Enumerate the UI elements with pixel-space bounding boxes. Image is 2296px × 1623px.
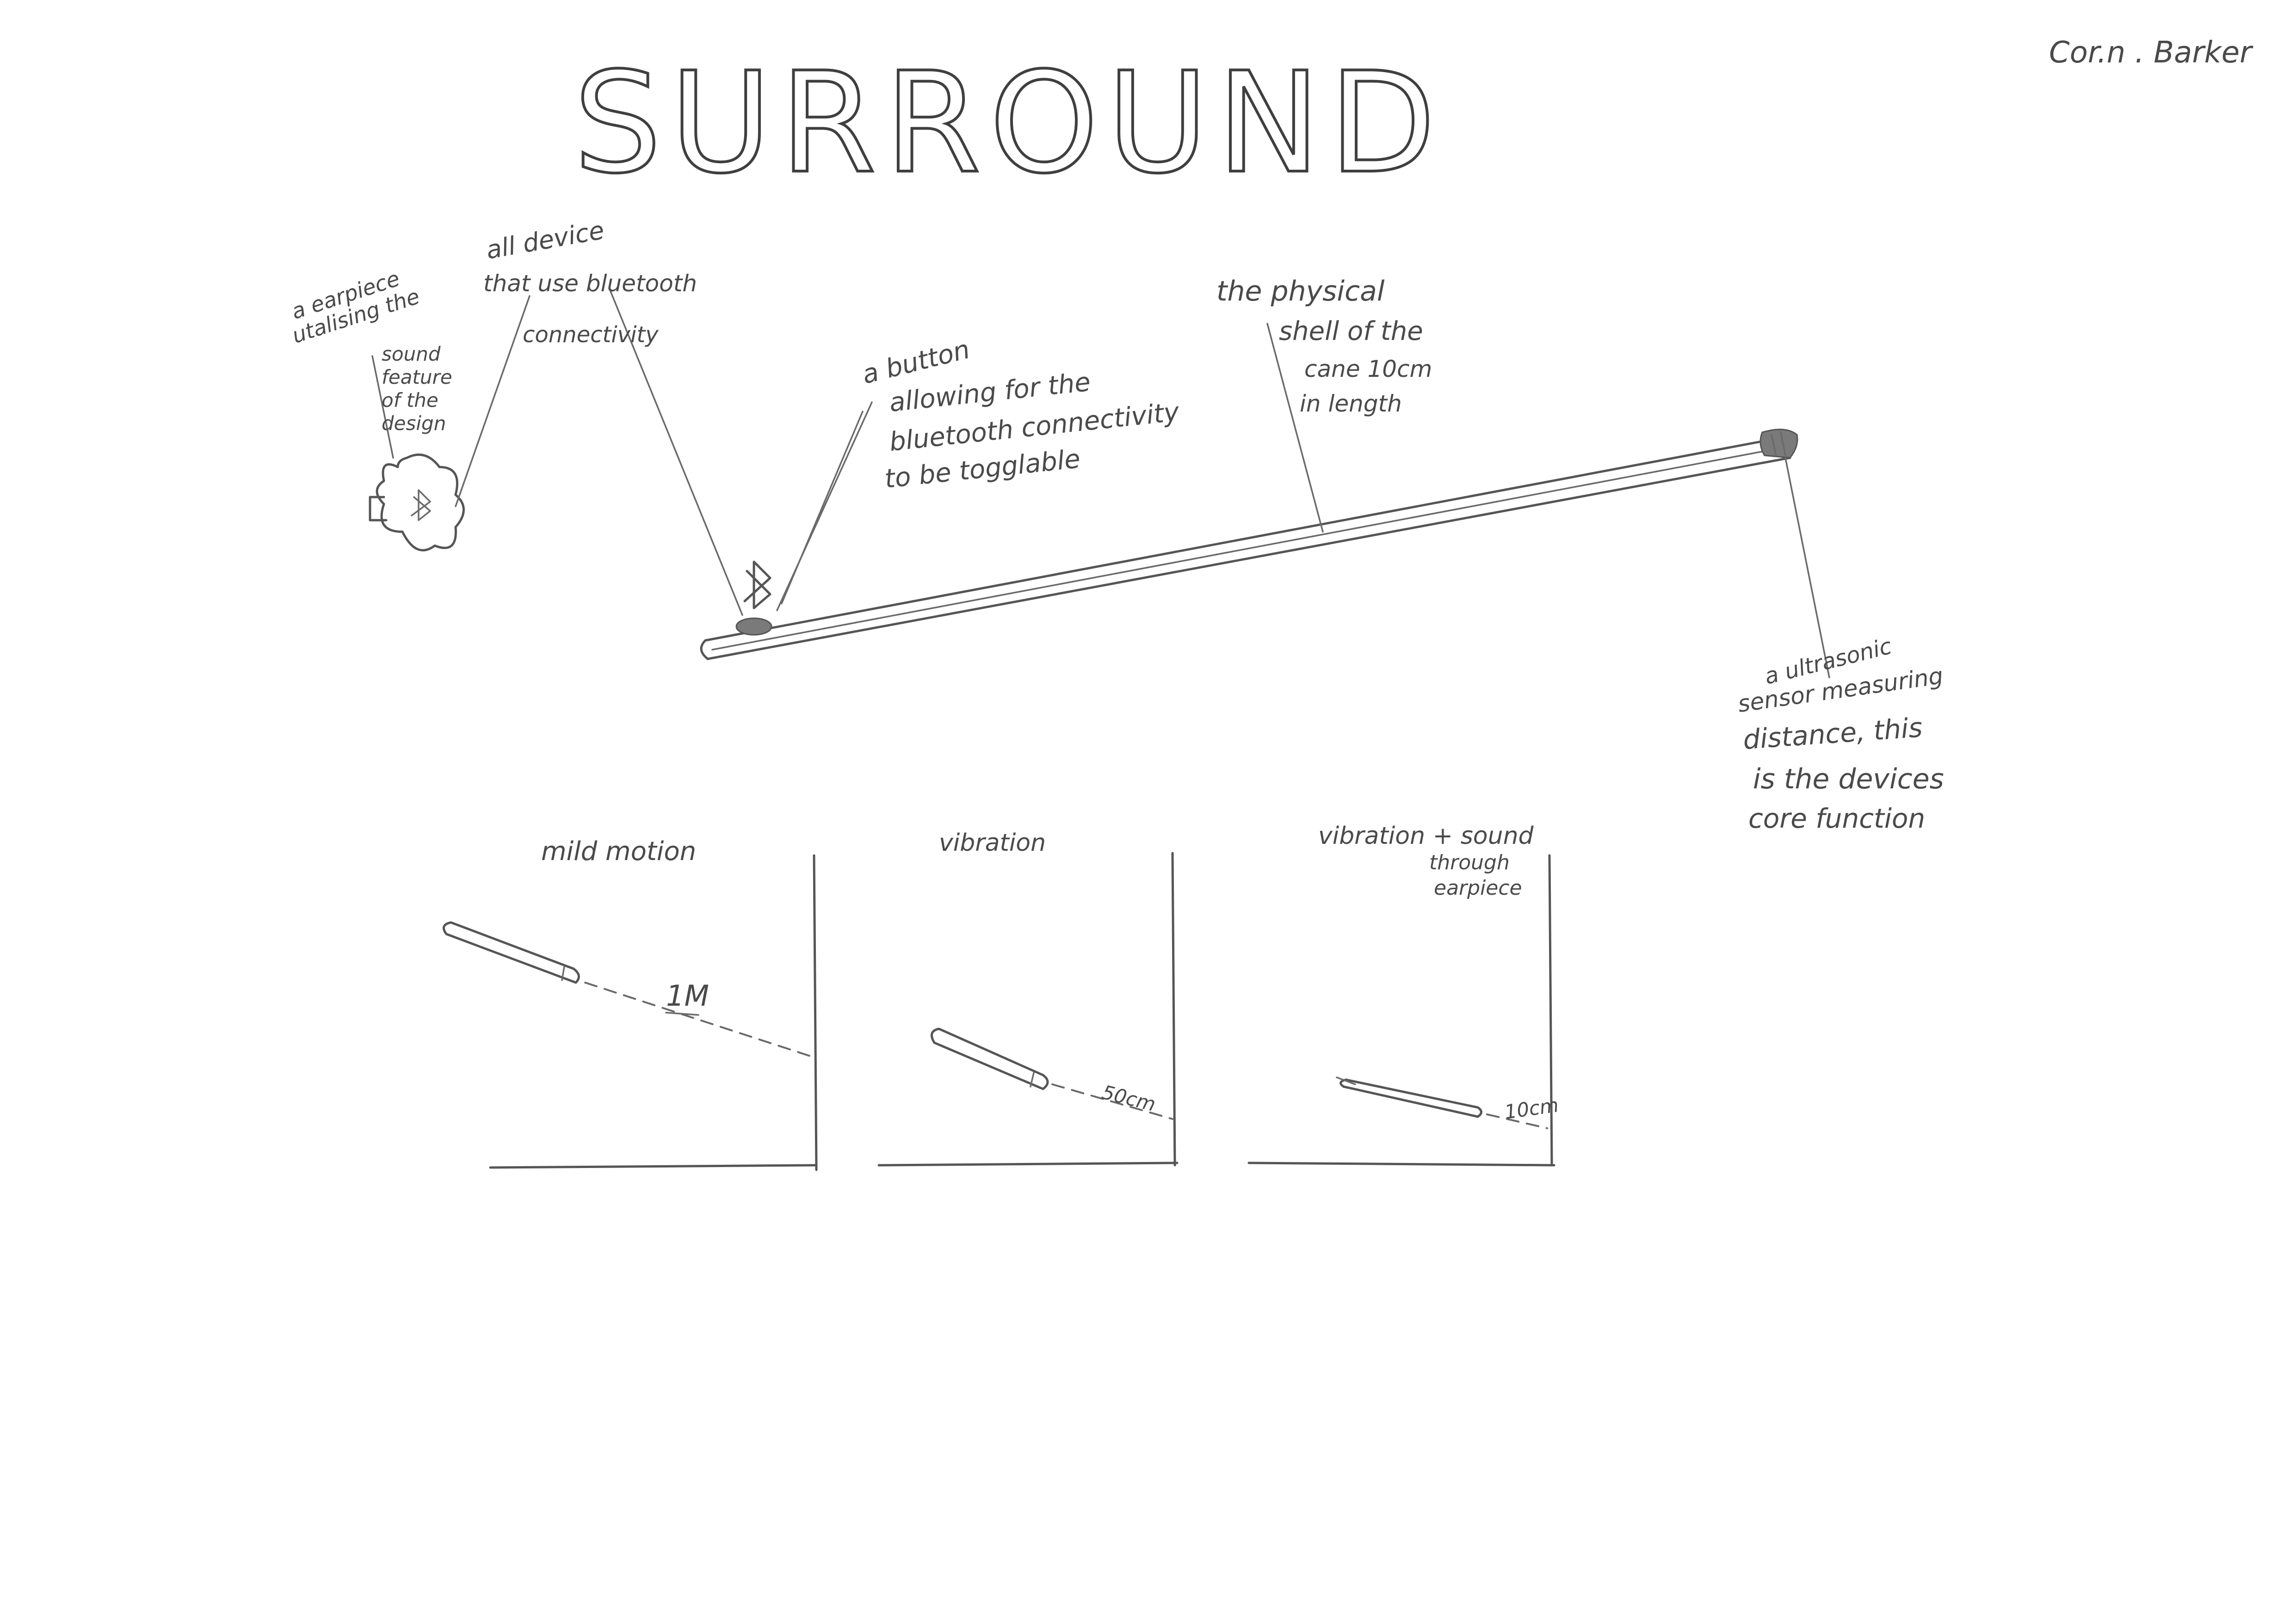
mode-label-mild-motion: mild motion	[541, 836, 696, 867]
annotation-earpiece-line-3: sound	[382, 343, 441, 365]
wall-line	[813, 854, 818, 1171]
annotation-button: a button allowing for the bluetooth conn…	[859, 334, 1181, 494]
distance-line	[1051, 1083, 1173, 1120]
annotation-sensor-line-5: core function	[1748, 803, 1925, 834]
mode-panel-vibration-sound: vibration + sound through earpiece 10cm	[1247, 822, 1560, 1167]
annotation-earpiece-line-5: of the	[382, 389, 438, 412]
mode-label-vibration: vibration	[939, 829, 1046, 857]
distance-line	[1486, 1113, 1548, 1129]
wall-line	[1548, 854, 1553, 1167]
annotation-sensor-line-3: distance, this	[1742, 712, 1923, 756]
wall-line	[1171, 852, 1176, 1167]
annotation-shell-line-1: the physical	[1216, 275, 1385, 307]
bluetooth-icon	[743, 560, 772, 609]
author-name: Cor.n . Barker	[2049, 36, 2253, 70]
annotation-earpiece: a earpiece utalising the	[289, 266, 423, 348]
cane-icon	[1336, 1076, 1482, 1118]
annotation-earpiece-line-6: design	[382, 412, 446, 435]
annotation-bluetooth-line-1: all device	[484, 215, 606, 265]
mode-label-vibration-sound: vibration + sound	[1318, 822, 1534, 850]
mode-panel-mild-motion: mild motion 1M	[442, 836, 818, 1171]
leader-lines	[371, 290, 1830, 678]
cane-body	[700, 436, 1791, 660]
cane-icon	[930, 1027, 1049, 1090]
floor-line	[1247, 1162, 1555, 1167]
sketch-title: SURROUND	[574, 43, 1444, 204]
distance-label-1m: 1M	[666, 979, 709, 1013]
annotation-earpiece-line-4: feature	[382, 366, 452, 388]
annotation-shell-line-3: cane 10cm	[1304, 356, 1432, 382]
annotation-bluetooth-devices: all device that use bluetooth connectivi…	[483, 215, 697, 348]
toggle-button-icon	[735, 617, 772, 636]
mode-label-earpiece: earpiece	[1434, 876, 1522, 900]
annotation-bluetooth-line-2: that use bluetooth	[483, 270, 697, 297]
annotation-sensor: a ultrasonic sensor measuring distance, …	[1736, 633, 1945, 834]
annotation-shell: the physical shell of the cane 10cm in l…	[1216, 275, 1432, 417]
earpiece-icon	[369, 453, 465, 552]
mode-label-through: through	[1429, 851, 1510, 874]
floor-line	[489, 1164, 818, 1169]
annotation-earpiece-cont: sound feature of the design	[382, 343, 452, 435]
annotation-shell-line-2: shell of the	[1279, 316, 1423, 346]
cane-icon	[442, 921, 580, 984]
annotation-shell-line-4: in length	[1300, 390, 1402, 417]
mode-panel-vibration: vibration 50cm	[877, 829, 1179, 1167]
annotation-sensor-line-4: is the devices	[1753, 763, 1944, 795]
annotation-bluetooth-line-3: connectivity	[523, 322, 659, 348]
ultrasonic-sensor-icon	[1759, 429, 1798, 459]
floor-line	[877, 1162, 1179, 1167]
distance-label-50cm: 50cm	[1100, 1081, 1158, 1116]
